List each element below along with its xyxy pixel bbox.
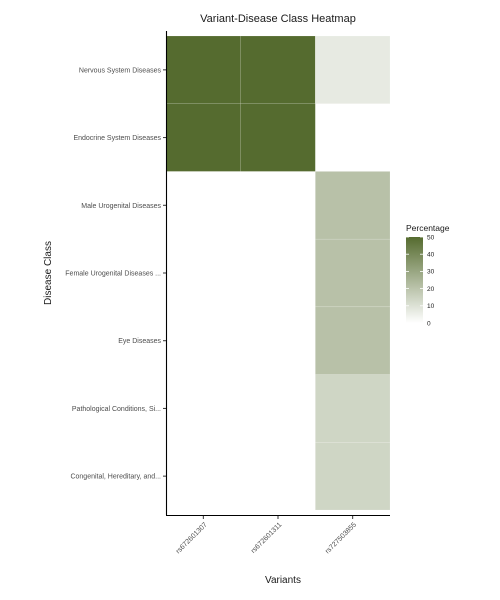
chart-title: Variant-Disease Class Heatmap — [200, 13, 356, 25]
heatmap-cell — [315, 374, 391, 443]
y-tick-label: Pathological Conditions, Si... — [72, 406, 161, 413]
y-tick-label: Endocrine System Diseases — [73, 135, 161, 142]
x-tick-label: rs727503855 — [324, 521, 358, 555]
heatmap-cells — [165, 35, 391, 511]
heatmap-cell — [315, 238, 391, 308]
y-tick-label: Female Urogenital Diseases ... — [65, 271, 161, 278]
y-tick-label: Nervous System Diseases — [79, 67, 162, 74]
x-axis-title: Variants — [265, 575, 301, 586]
legend-ticks: 0 10 20 30 40 50 — [406, 234, 435, 327]
x-axis-ticks: rs672601307 rs672601311 rs727503855 — [175, 516, 358, 555]
x-tick-label: rs672601311 — [250, 521, 284, 555]
legend: Percentage 0 10 20 30 40 50 — [406, 223, 450, 327]
legend-title: Percentage — [406, 223, 450, 233]
legend-tick-label: 40 — [427, 252, 435, 259]
legend-tick-label: 10 — [427, 303, 435, 310]
y-tick-label: Eye Diseases — [118, 338, 161, 345]
y-axis-ticks: Nervous System Diseases Endocrine System … — [65, 67, 166, 481]
legend-tick-label: 0 — [427, 320, 431, 327]
legend-tick-label: 30 — [427, 269, 435, 276]
y-tick-label: Male Urogenital Diseases — [81, 203, 161, 210]
legend-tick-label: 20 — [427, 286, 435, 293]
heatmap-cell — [315, 306, 391, 375]
x-tick-label: rs672601307 — [175, 521, 209, 555]
legend-colorbar — [406, 237, 423, 323]
heatmap-cell — [315, 171, 391, 240]
y-axis-title: Disease Class — [43, 241, 54, 305]
heatmap-cell — [315, 442, 391, 511]
y-tick-label: Congenital, Hereditary, and... — [70, 474, 161, 481]
legend-tick-label: 50 — [427, 234, 435, 241]
heatmap-cell — [240, 35, 316, 104]
heatmap-cell — [165, 35, 241, 104]
heatmap-cell — [315, 35, 391, 104]
heatmap-cell — [165, 103, 241, 172]
heatmap-cell — [240, 103, 316, 172]
